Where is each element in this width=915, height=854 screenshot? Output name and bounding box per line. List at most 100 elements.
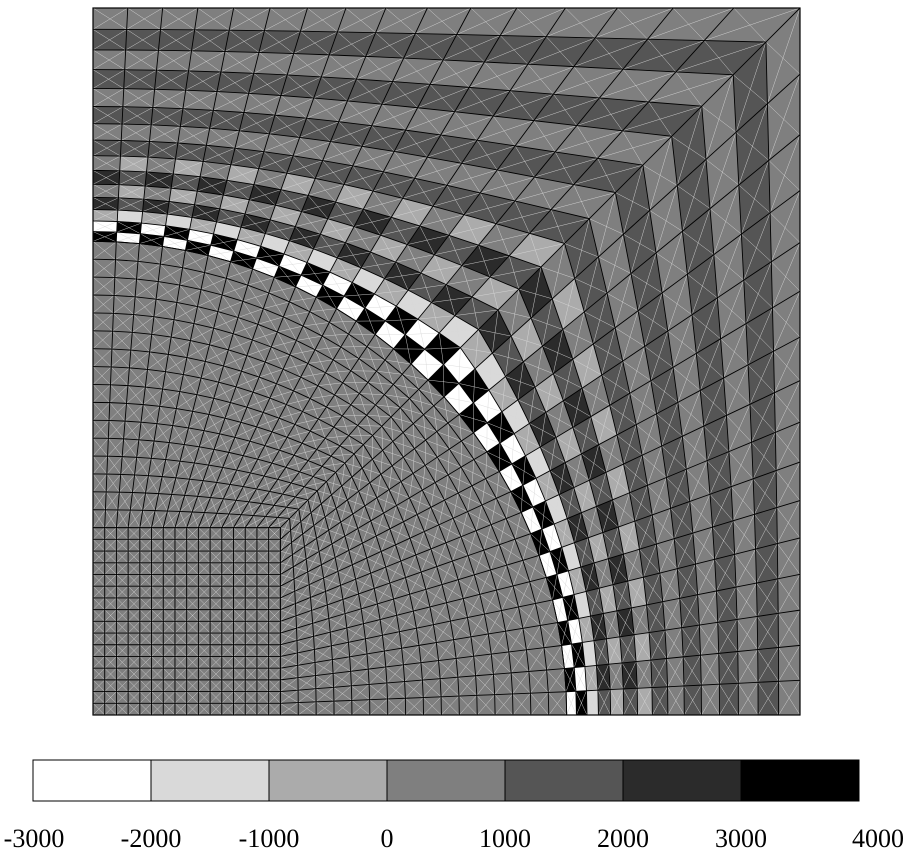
mesh-cell-diagonal (268, 597, 281, 610)
mesh-cell-diagonal (228, 500, 249, 515)
mesh-cell (295, 211, 328, 235)
mesh-cell-diagonal (326, 472, 342, 495)
mesh-cell-diagonal (229, 469, 251, 487)
mesh-line (92, 196, 612, 716)
mesh-cell-diagonal (92, 209, 118, 222)
mesh-cell-diagonal (384, 384, 410, 408)
mesh-line (92, 183, 625, 716)
mesh-cell (327, 202, 364, 227)
mesh-cell-diagonal (518, 266, 553, 319)
mesh-cell-diagonal (514, 423, 541, 456)
mesh-cell-diagonal (92, 574, 105, 587)
mesh-cell-diagonal (514, 533, 540, 561)
mesh-cell-diagonal (209, 586, 222, 599)
mesh-cell-diagonal (393, 594, 414, 616)
mesh-cell (647, 8, 734, 41)
mesh-line (92, 49, 759, 716)
mesh-cell-diagonal (151, 510, 168, 528)
mesh-cell-diagonal (268, 703, 281, 716)
mesh-cell-diagonal (741, 212, 772, 281)
mesh-cell-diagonal (289, 286, 317, 312)
mesh-cell-diagonal (700, 377, 727, 427)
mesh-cell-diagonal (446, 163, 498, 194)
mesh-cell-diagonal (778, 680, 801, 716)
mesh-cell-diagonal (104, 597, 117, 610)
mesh-cell-diagonal (330, 627, 349, 646)
mesh-cell (396, 290, 432, 320)
mesh-cell-diagonal (348, 543, 367, 565)
mesh-cell (279, 404, 303, 425)
mesh-cell-diagonal (139, 597, 152, 610)
mesh-line (92, 69, 739, 716)
mesh-cell (258, 30, 301, 54)
mesh-cell (296, 326, 323, 350)
mesh-cell-diagonal (280, 652, 298, 669)
mesh-cell (335, 184, 374, 210)
mesh-cell (301, 195, 336, 219)
mesh-cell-diagonal (115, 241, 140, 262)
mesh-cell-diagonal (239, 112, 276, 135)
mesh-cell-diagonal (221, 632, 234, 645)
mesh-cell-diagonal (297, 688, 317, 703)
mesh-cell-diagonal (352, 146, 395, 172)
mesh-cell-diagonal (233, 317, 258, 341)
mesh-cell (731, 478, 755, 521)
mesh-cell-diagonal (92, 170, 120, 185)
mesh-cell (473, 390, 502, 423)
mesh-line (336, 7, 518, 309)
mesh-cell (313, 76, 357, 101)
mesh-cell-diagonal (233, 597, 246, 610)
mesh-cell (572, 343, 602, 389)
mesh-line (93, 527, 281, 715)
mesh-cell-diagonal (313, 76, 357, 102)
mesh-cell-diagonal (555, 125, 623, 159)
mesh-cell-diagonal (706, 451, 732, 495)
mesh-cell-diagonal (598, 584, 618, 614)
mesh-cell (765, 8, 800, 104)
mesh-cell-diagonal (186, 609, 199, 622)
mesh-cell-diagonal (364, 293, 397, 321)
mesh-cell (443, 383, 474, 415)
mesh-cell-diagonal (350, 393, 376, 416)
mesh-cell-diagonal (163, 574, 176, 587)
mesh-cell (380, 217, 420, 245)
mesh-cell-diagonal (508, 649, 530, 674)
mesh-cell-diagonal (403, 423, 426, 449)
mesh-cell (256, 412, 280, 432)
mesh-cell-diagonal (461, 432, 487, 460)
mesh-cell (487, 411, 515, 444)
mesh-cell (746, 307, 774, 365)
mesh-cell-diagonal (163, 621, 176, 634)
mesh-cell-diagonal (163, 632, 176, 645)
mesh-cell-diagonal (289, 340, 316, 364)
mesh-cell-diagonal (248, 73, 288, 96)
mesh-cell-diagonal (335, 550, 353, 572)
mesh-cell-diagonal (221, 586, 234, 599)
mesh-cell-diagonal (147, 141, 178, 160)
legend-tick-label: 2000 (597, 824, 649, 853)
mesh-cell (656, 402, 683, 447)
mesh-cell-diagonal (314, 659, 334, 676)
mesh-cell-diagonal (751, 432, 777, 479)
mesh-cell-diagonal (461, 245, 510, 278)
mesh-cell (511, 455, 536, 486)
mesh-cell-diagonal (245, 668, 258, 681)
mesh-cell-diagonal (419, 206, 465, 236)
mesh-cell-diagonal (361, 125, 406, 152)
mesh-cell-diagonal (310, 385, 335, 408)
mesh-cell-diagonal (130, 492, 146, 511)
mesh-cell (306, 98, 348, 122)
mesh-cell-diagonal (522, 625, 545, 650)
mesh-cell-diagonal (186, 511, 205, 528)
mesh-cell-diagonal (121, 123, 152, 142)
mesh-cell-diagonal (230, 250, 257, 270)
mesh-cell-diagonal (186, 550, 199, 563)
mesh-cell (421, 566, 443, 590)
mesh-cell-diagonal (116, 539, 129, 552)
mesh-cell-diagonal (304, 538, 320, 560)
mesh-cell-diagonal (534, 373, 564, 413)
mesh-cell-diagonal (391, 198, 434, 227)
mesh-cell-diagonal (280, 74, 322, 99)
mesh-cell-diagonal (670, 501, 694, 539)
mesh-cell-diagonal (228, 333, 253, 356)
